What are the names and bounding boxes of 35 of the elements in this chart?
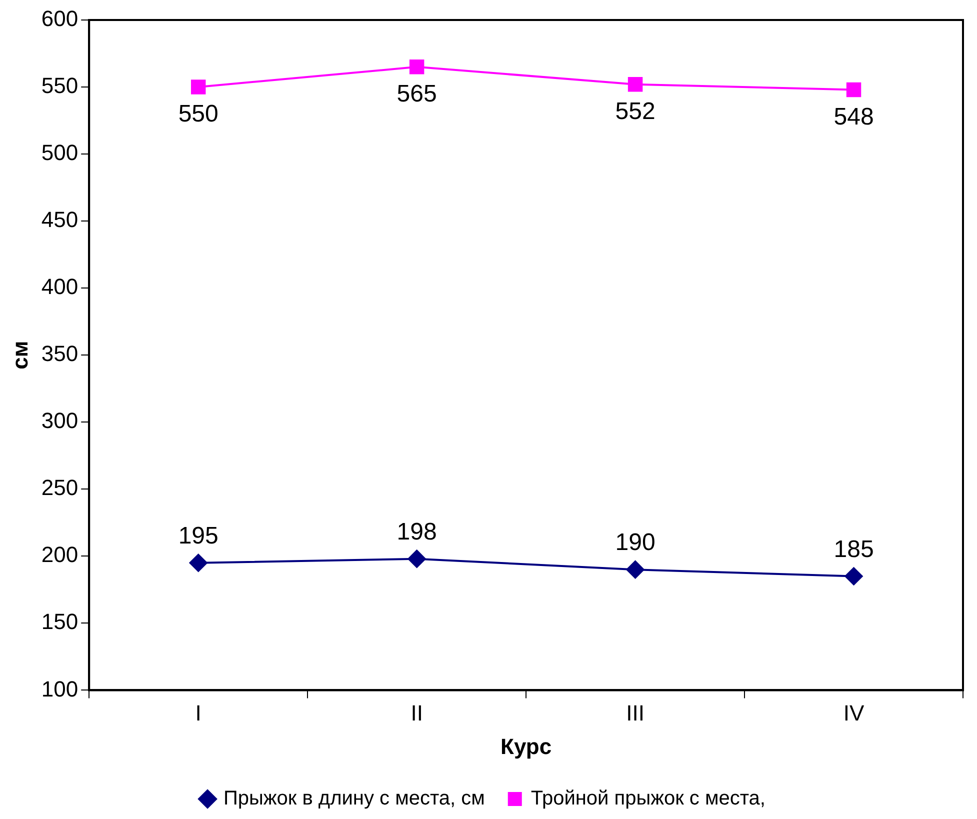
data-label: 550 xyxy=(178,100,218,128)
y-tick-label: 250 xyxy=(41,475,78,500)
point xyxy=(626,560,644,579)
data-label: 552 xyxy=(615,98,656,125)
y-tick-label: 150 xyxy=(41,609,78,634)
y-tick-label: 450 xyxy=(41,207,78,232)
point xyxy=(408,550,426,568)
data-label: 190 xyxy=(615,529,656,556)
point xyxy=(844,567,863,586)
y-tick-label: 500 xyxy=(41,140,78,166)
y-tick-label: 350 xyxy=(41,341,78,366)
y-tick-label: 100 xyxy=(41,676,78,702)
y-tick-label: 400 xyxy=(41,274,78,300)
point xyxy=(189,554,208,572)
y-axis-title: см xyxy=(7,340,32,370)
data-label: 548 xyxy=(834,103,874,130)
point xyxy=(846,82,862,98)
legend-label: Тройной прыжок с места, xyxy=(530,788,766,810)
x-tick-label: III xyxy=(626,700,644,726)
x-tick-label: IV xyxy=(843,700,864,726)
x-axis-title: Курс xyxy=(500,734,552,759)
y-tick-label: 550 xyxy=(41,73,78,98)
y-tick-label: 300 xyxy=(41,408,78,434)
y-tick-label: 600 xyxy=(41,6,78,32)
data-label: 198 xyxy=(396,518,437,546)
y-tick-label: 200 xyxy=(41,542,78,568)
data-label: 565 xyxy=(396,80,437,108)
point xyxy=(409,60,424,74)
x-tick-label: II xyxy=(410,700,423,726)
point xyxy=(190,80,206,94)
data-label: 185 xyxy=(834,536,874,563)
x-tick-label: I xyxy=(195,700,202,726)
point xyxy=(628,76,643,92)
data-label: 195 xyxy=(178,522,218,550)
legend-label: Прыжок в длину с места, см xyxy=(224,788,485,810)
